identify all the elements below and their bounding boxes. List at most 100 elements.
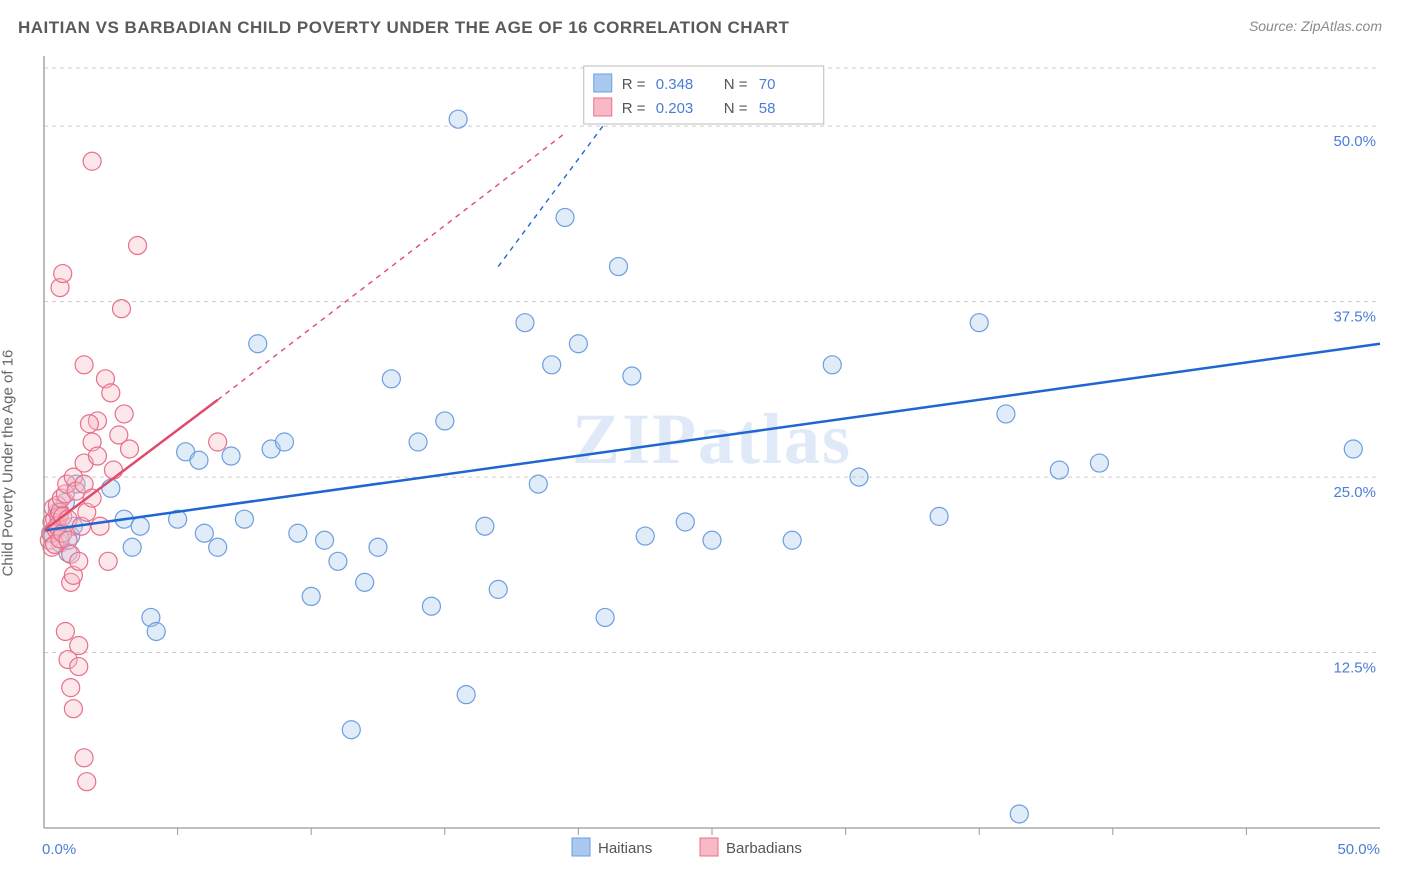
legend-R-value: 0.348: [656, 76, 694, 93]
data-point-barbadians: [78, 773, 96, 791]
data-point-haitians: [703, 531, 721, 549]
data-point-haitians: [636, 527, 654, 545]
data-point-barbadians: [121, 440, 139, 458]
bottom-legend-label: Haitians: [598, 840, 652, 857]
data-point-haitians: [235, 510, 253, 528]
data-point-haitians: [556, 208, 574, 226]
data-point-haitians: [422, 597, 440, 615]
chart-source: Source: ZipAtlas.com: [1249, 18, 1382, 34]
trend-dash-barbadians: [218, 133, 565, 400]
data-point-haitians: [249, 335, 267, 353]
legend-R-label: R =: [622, 76, 646, 93]
data-point-haitians: [1010, 805, 1028, 823]
data-point-haitians: [997, 405, 1015, 423]
legend-N-label: N =: [724, 100, 748, 117]
data-point-haitians: [1050, 461, 1068, 479]
data-point-haitians: [516, 314, 534, 332]
data-point-barbadians: [88, 447, 106, 465]
data-point-haitians: [529, 475, 547, 493]
data-point-haitians: [1090, 454, 1108, 472]
data-point-haitians: [569, 335, 587, 353]
data-point-barbadians: [91, 517, 109, 535]
data-point-haitians: [190, 451, 208, 469]
watermark-text: ZIPatlas: [572, 399, 852, 479]
data-point-haitians: [409, 433, 427, 451]
data-point-haitians: [329, 552, 347, 570]
legend-N-value: 58: [759, 100, 776, 117]
data-point-barbadians: [104, 461, 122, 479]
scatter-chart: 12.5% 25.0% 37.5% 50.0% ZIPatlas 0.0% 50.0% R =…: [0, 48, 1406, 878]
data-point-haitians: [930, 507, 948, 525]
data-point-haitians: [147, 622, 165, 640]
data-point-barbadians: [209, 433, 227, 451]
data-point-haitians: [783, 531, 801, 549]
data-point-barbadians: [99, 552, 117, 570]
data-point-barbadians: [75, 356, 93, 374]
y-tick-label: 50.0%: [1333, 133, 1376, 150]
bottom-legend-label: Barbadians: [726, 840, 802, 857]
x-axis-start-label: 0.0%: [42, 841, 76, 858]
data-point-haitians: [102, 479, 120, 497]
data-point-haitians: [476, 517, 494, 535]
data-point-haitians: [356, 573, 374, 591]
y-tick-label: 25.0%: [1333, 484, 1376, 501]
data-point-barbadians: [56, 622, 74, 640]
data-point-haitians: [436, 412, 454, 430]
data-point-haitians: [850, 468, 868, 486]
data-point-haitians: [289, 524, 307, 542]
data-point-barbadians: [129, 236, 147, 254]
data-point-barbadians: [70, 637, 88, 655]
y-axis-label: Child Poverty Under the Age of 16: [0, 350, 17, 577]
data-point-haitians: [131, 517, 149, 535]
legend-swatch-barbadians: [594, 98, 612, 116]
stats-legend-box: [584, 66, 824, 124]
data-point-barbadians: [64, 700, 82, 718]
data-point-barbadians: [80, 415, 98, 433]
legend-N-value: 70: [759, 76, 776, 93]
data-point-haitians: [342, 721, 360, 739]
data-point-haitians: [676, 513, 694, 531]
trend-line-haitians: [44, 344, 1380, 531]
data-point-haitians: [275, 433, 293, 451]
data-point-barbadians: [70, 552, 88, 570]
data-point-barbadians: [112, 300, 130, 318]
trend-dash-haitians: [498, 105, 618, 266]
data-point-haitians: [382, 370, 400, 388]
data-point-barbadians: [83, 152, 101, 170]
bottom-legend-swatch: [700, 838, 718, 856]
y-tick-label: 37.5%: [1333, 309, 1376, 326]
data-point-barbadians: [75, 749, 93, 767]
chart-title: HAITIAN VS BARBADIAN CHILD POVERTY UNDER…: [18, 18, 789, 38]
data-point-haitians: [457, 686, 475, 704]
data-point-haitians: [222, 447, 240, 465]
data-point-barbadians: [115, 405, 133, 423]
data-point-haitians: [369, 538, 387, 556]
data-point-haitians: [195, 524, 213, 542]
data-point-haitians: [609, 258, 627, 276]
chart-container: Child Poverty Under the Age of 16 12.5% 2…: [0, 48, 1406, 878]
data-point-haitians: [316, 531, 334, 549]
data-point-haitians: [489, 580, 507, 598]
legend-R-label: R =: [622, 100, 646, 117]
data-point-haitians: [596, 608, 614, 626]
data-point-barbadians: [70, 658, 88, 676]
x-axis-end-label: 50.0%: [1337, 841, 1380, 858]
data-point-barbadians: [62, 679, 80, 697]
y-tick-label: 12.5%: [1333, 660, 1376, 677]
data-point-haitians: [449, 110, 467, 128]
bottom-legend-swatch: [572, 838, 590, 856]
data-point-haitians: [970, 314, 988, 332]
data-point-haitians: [1344, 440, 1362, 458]
legend-R-value: 0.203: [656, 100, 694, 117]
source-label: Source:: [1249, 18, 1301, 34]
data-point-barbadians: [102, 384, 120, 402]
data-point-haitians: [623, 367, 641, 385]
data-point-haitians: [302, 587, 320, 605]
chart-header: HAITIAN VS BARBADIAN CHILD POVERTY UNDER…: [0, 0, 1406, 48]
data-point-haitians: [823, 356, 841, 374]
legend-swatch-haitians: [594, 74, 612, 92]
source-value: ZipAtlas.com: [1301, 18, 1382, 34]
data-point-haitians: [123, 538, 141, 556]
data-point-barbadians: [54, 265, 72, 283]
data-point-haitians: [209, 538, 227, 556]
